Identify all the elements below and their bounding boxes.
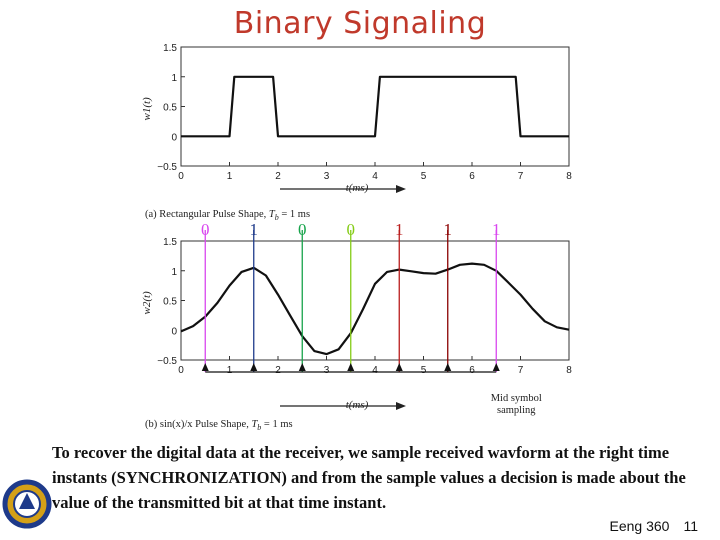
plot-frame	[180, 240, 570, 361]
chart-caption: (b) sin(x)/x Pulse Shape, Tb = 1 ms	[145, 419, 293, 432]
sample-bit-label: 1	[444, 220, 453, 239]
y-tick-label: 0	[171, 132, 177, 143]
sample-bit-label: 1	[250, 220, 259, 239]
x-axis-label: t(ms)	[346, 182, 369, 194]
x-tick-label: 2	[275, 171, 281, 182]
body-paragraph: To recover the digital data at the recei…	[52, 443, 686, 512]
sample-annotation-line: sampling	[497, 405, 536, 416]
sample-arrowhead	[492, 363, 500, 371]
y-tick-label: −0.5	[157, 356, 177, 367]
y-tick-label: 1.5	[163, 237, 177, 248]
x-tick-label: 5	[421, 365, 427, 376]
x-tick-label: 0	[178, 365, 184, 376]
pulse-shape-figure: 1.510.50−0.50 1 2 3 4 5 6 7 8w1(t)t(ms)(a) Recta…	[141, 43, 572, 432]
x-axis-arrowhead	[396, 185, 406, 193]
x-tick-label: 2	[275, 365, 281, 376]
sample-arrowhead	[250, 363, 258, 371]
x-tick-label: 1	[227, 171, 233, 182]
x-tick-label: 0	[178, 171, 184, 182]
sample-annotation-line: Mid symbol	[491, 393, 542, 404]
sample-bit-label: 0	[347, 220, 356, 239]
sample-arrowhead	[395, 363, 403, 371]
y-tick-label: −0.5	[157, 162, 177, 173]
caption-value: = 1 ms	[279, 209, 310, 220]
y-axis-label: w2(t)	[141, 291, 153, 315]
sample-arrowhead	[347, 363, 355, 371]
x-tick-label: 6	[469, 171, 475, 182]
caption-sub: b	[257, 423, 261, 432]
caption-var: T	[269, 209, 276, 220]
y-tick-label: 0.5	[163, 103, 177, 114]
course-label: Eeng 360	[609, 518, 670, 534]
x-tick-label: 6	[469, 365, 475, 376]
caption-value: = 1 ms	[261, 419, 292, 430]
x-tick-label: 7	[518, 171, 524, 182]
x-axis-arrowhead	[396, 402, 406, 410]
sample-bit-label: 0	[298, 220, 307, 239]
sample-arrowhead	[298, 363, 306, 371]
x-tick-label: 5	[421, 171, 427, 182]
x-tick-label: 1	[227, 365, 233, 376]
y-tick-label: 1	[171, 267, 177, 278]
x-tick-label: 4	[372, 365, 378, 376]
y-tick-label: 0	[171, 326, 177, 337]
chart-sinc-pulse: 1.510.50−0.50 1 2 3 4 5 6 7 8w2(t)t(ms)(b) sin(x…	[141, 220, 572, 432]
page-number: 11	[683, 518, 698, 534]
sample-annotation: Mid symbol sampling	[491, 393, 542, 416]
y-tick-label: 0.5	[163, 297, 177, 308]
sample-bit-label: 1	[492, 220, 501, 239]
x-tick-label: 8	[566, 171, 572, 182]
slide-footer: Eeng 360 11	[610, 518, 699, 534]
x-tick-label: 7	[518, 365, 524, 376]
chart-caption: (a) Rectangular Pulse Shape, Tb = 1 ms	[145, 209, 310, 222]
x-tick-label: 8	[566, 365, 572, 376]
y-tick-label: 1	[171, 73, 177, 84]
sample-bit-label: 1	[395, 220, 404, 239]
series-line	[181, 75, 569, 138]
caption-var: T	[251, 419, 258, 430]
y-tick-label: 1.5	[163, 43, 177, 54]
y-axis-label: w1(t)	[141, 97, 153, 121]
series-line	[180, 262, 570, 356]
sample-bit-label: 0	[201, 220, 210, 239]
x-tick-label: 3	[324, 365, 330, 376]
caption-sub: b	[275, 213, 279, 222]
slide-title: Binary Signaling	[233, 6, 487, 41]
sample-arrowhead	[444, 363, 452, 371]
plot-frame	[180, 46, 570, 167]
chart-rectangular-pulse: 1.510.50−0.50 1 2 3 4 5 6 7 8w1(t)t(ms)(a) Recta…	[141, 43, 572, 222]
x-tick-label: 3	[324, 171, 330, 182]
university-logo-icon	[2, 479, 52, 529]
sample-arrowhead	[201, 363, 209, 371]
x-axis-label: t(ms)	[346, 399, 369, 411]
x-tick-label: 4	[372, 171, 378, 182]
